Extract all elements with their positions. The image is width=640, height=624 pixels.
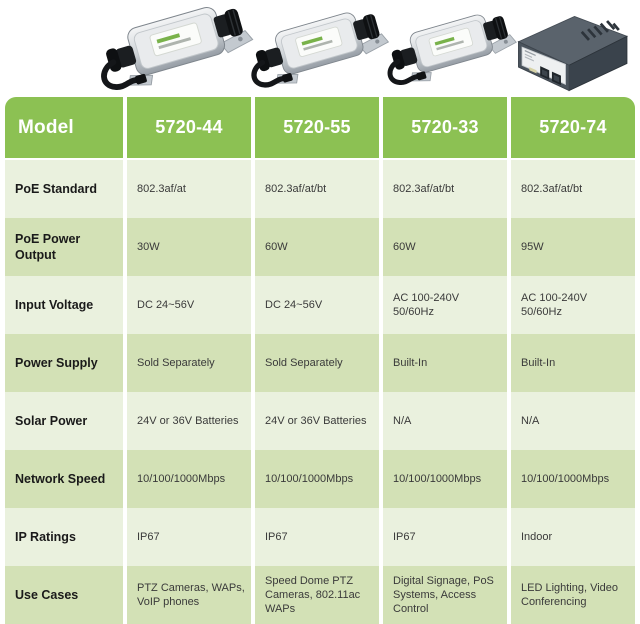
cell-value: 802.3af/at/bt [383, 160, 507, 218]
row-label: PoE Power Output [5, 218, 123, 276]
cell-value: IP67 [255, 508, 379, 566]
product-photos-strip [0, 0, 640, 97]
cell-value: 802.3af/at/bt [255, 160, 379, 218]
cell-value: 60W [383, 218, 507, 276]
table-row-power-supply: Power Supply Sold Separately Sold Separa… [5, 334, 635, 392]
table-row-input-voltage: Input Voltage DC 24~56V DC 24~56V AC 100… [5, 276, 635, 334]
table-row-solar-power: Solar Power 24V or 36V Batteries 24V or … [5, 392, 635, 450]
cell-value: IP67 [383, 508, 507, 566]
cell-value: N/A [383, 392, 507, 450]
table-header-row: Model 5720-44 5720-55 5720-33 5720-74 [5, 97, 635, 158]
cell-value: 95W [511, 218, 635, 276]
row-label: Use Cases [5, 566, 123, 624]
row-label: PoE Standard [5, 160, 123, 218]
header-5720-44: 5720-44 [127, 97, 251, 158]
table-row-poe-power-output: PoE Power Output 30W 60W 60W 95W [5, 218, 635, 276]
cell-value: 24V or 36V Batteries [127, 392, 251, 450]
indoor-poe-injector-image-5720-74 [502, 2, 638, 96]
cell-value: 10/100/1000Mbps [511, 450, 635, 508]
row-label: Solar Power [5, 392, 123, 450]
header-model: Model [5, 97, 123, 158]
cell-value: Built-In [511, 334, 635, 392]
cell-value: PTZ Cameras, WAPs, VoIP phones [127, 566, 251, 624]
table-row-network-speed: Network Speed 10/100/1000Mbps 10/100/100… [5, 450, 635, 508]
cell-value: 24V or 36V Batteries [255, 392, 379, 450]
table-row-use-cases: Use Cases PTZ Cameras, WAPs, VoIP phones… [5, 566, 635, 624]
cell-value: DC 24~56V [127, 276, 251, 334]
table-body: PoE Standard 802.3af/at 802.3af/at/bt 80… [5, 160, 635, 624]
table-row-ip-ratings: IP Ratings IP67 IP67 IP67 Indoor [5, 508, 635, 566]
cell-value: Digital Signage, PoS Systems, Access Con… [383, 566, 507, 624]
cell-value: Sold Separately [127, 334, 251, 392]
cell-value: Built-In [383, 334, 507, 392]
row-label: Network Speed [5, 450, 123, 508]
cell-value: 802.3af/at [127, 160, 251, 218]
header-5720-74: 5720-74 [511, 97, 635, 158]
cell-value: DC 24~56V [255, 276, 379, 334]
outdoor-poe-injector-image-5720-44 [101, 0, 254, 96]
row-label: Power Supply [5, 334, 123, 392]
cell-value: Speed Dome PTZ Cameras, 802.11ac WAPs [255, 566, 379, 624]
cell-value: AC 100-240V 50/60Hz [511, 276, 635, 334]
cell-value: Indoor [511, 508, 635, 566]
cell-value: 30W [127, 218, 251, 276]
row-label: IP Ratings [5, 508, 123, 566]
outdoor-poe-injector-image-5720-55 [251, 0, 390, 94]
cell-value: 802.3af/at/bt [511, 160, 635, 218]
cell-value: 10/100/1000Mbps [255, 450, 379, 508]
header-5720-55: 5720-55 [255, 97, 379, 158]
cell-value: LED Lighting, Video Conferencing [511, 566, 635, 624]
comparison-table: Model 5720-44 5720-55 5720-33 5720-74 Po… [5, 97, 635, 624]
cell-value: N/A [511, 392, 635, 450]
table-row-poe-standard: PoE Standard 802.3af/at 802.3af/at/bt 80… [5, 160, 635, 218]
cell-value: 10/100/1000Mbps [127, 450, 251, 508]
row-label: Input Voltage [5, 276, 123, 334]
cell-value: Sold Separately [255, 334, 379, 392]
cell-value: 10/100/1000Mbps [383, 450, 507, 508]
cell-value: AC 100-240V 50/60Hz [383, 276, 507, 334]
outdoor-poe-injector-image-5720-33 [387, 0, 517, 92]
cell-value: 60W [255, 218, 379, 276]
header-5720-33: 5720-33 [383, 97, 507, 158]
cell-value: IP67 [127, 508, 251, 566]
